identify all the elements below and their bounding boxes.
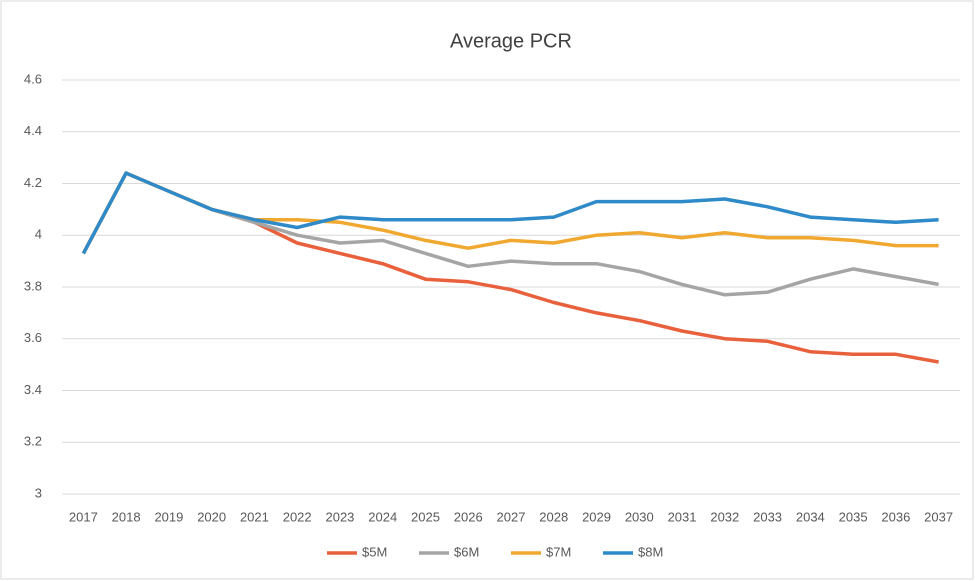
y-tick-label: 3.8: [24, 278, 42, 293]
y-tick-label: 3: [35, 485, 42, 500]
legend-label: $5M: [362, 544, 387, 559]
y-tick-label: 3.6: [24, 330, 42, 345]
x-tick-label: 2033: [753, 509, 782, 524]
x-tick-label: 2017: [69, 509, 98, 524]
x-tick-label: 2032: [710, 509, 739, 524]
x-tick-label: 2027: [497, 509, 526, 524]
x-tick-label: 2024: [368, 509, 397, 524]
x-tick-label: 2035: [839, 509, 868, 524]
x-tick-label: 2021: [240, 509, 269, 524]
legend-label: $6M: [454, 544, 479, 559]
y-tick-label: 4: [35, 227, 42, 242]
x-tick-label: 2031: [668, 509, 697, 524]
y-tick-label: 3.4: [24, 382, 42, 397]
y-tick-label: 4.6: [24, 71, 42, 86]
x-tick-label: 2028: [539, 509, 568, 524]
y-tick-label: 4.2: [24, 175, 42, 190]
series-line: [81, 171, 939, 255]
legend-label: $8M: [638, 544, 663, 559]
x-tick-label: 2036: [881, 509, 910, 524]
x-tick-label: 2026: [454, 509, 483, 524]
legend-label: $7M: [546, 544, 571, 559]
chart-title: Average PCR: [450, 30, 572, 52]
x-tick-label: 2018: [112, 509, 141, 524]
x-tick-label: 2025: [411, 509, 440, 524]
y-tick-label: 4.4: [24, 123, 42, 138]
y-tick-label: 3.2: [24, 434, 42, 449]
x-tick-label: 2037: [924, 509, 953, 524]
x-tick-label: 2020: [197, 509, 226, 524]
x-tick-label: 2034: [796, 509, 825, 524]
x-tick-label: 2029: [582, 509, 611, 524]
x-tick-label: 2023: [325, 509, 354, 524]
x-tick-label: 2030: [625, 509, 654, 524]
x-tick-label: 2022: [283, 509, 312, 524]
x-tick-label: 2019: [154, 509, 183, 524]
